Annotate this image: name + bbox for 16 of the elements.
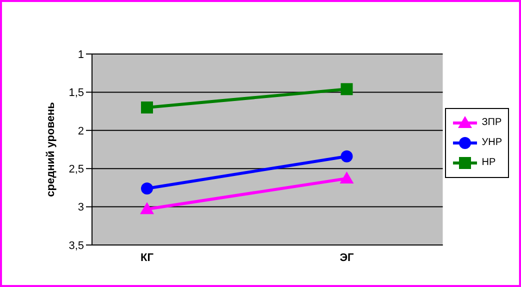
y-axis-title: средний уровень [44, 102, 57, 197]
x-tick-label: КГ [140, 252, 154, 264]
point [340, 150, 353, 162]
y-tick-label: 1,5 [68, 87, 84, 100]
legend-label: УНР [482, 137, 502, 148]
y-tick-label: 2,5 [68, 164, 84, 176]
point [141, 101, 153, 114]
point [141, 182, 153, 194]
point [340, 83, 353, 96]
y-tick-label: 3,5 [68, 240, 84, 252]
x-tick-label: ЭГ [340, 252, 355, 264]
legend-label: НР [482, 157, 496, 168]
legend-label: ЗПР [482, 117, 502, 128]
y-tick-label: 1 [78, 48, 84, 61]
y-tick-label: 3 [78, 202, 84, 214]
y-tick-label: 2 [78, 125, 84, 138]
